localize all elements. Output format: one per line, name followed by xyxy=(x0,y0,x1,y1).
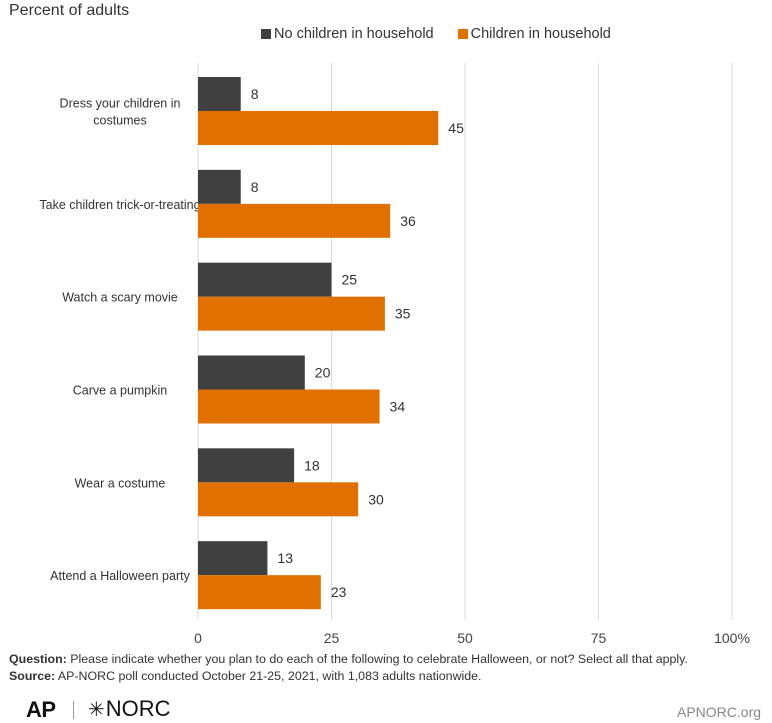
question-note: Question: Please indicate whether you pl… xyxy=(9,651,769,668)
legend-item-children: Children in household xyxy=(457,26,611,42)
x-tick-label: 50 xyxy=(457,630,473,646)
bar xyxy=(198,575,321,610)
legend-swatch-children xyxy=(457,29,468,39)
legend-label-children: Children in household xyxy=(470,26,611,42)
chart-footer: Question: Please indicate whether you pl… xyxy=(9,651,769,685)
bar xyxy=(198,482,359,517)
bar-chart: 0 25 50 75 100% Dress your children in costume… xyxy=(39,63,750,646)
category-label: costumes xyxy=(93,114,147,128)
bar xyxy=(198,169,241,204)
legend-item-no-children: No children in household xyxy=(261,26,434,42)
category-label: Wear a costume xyxy=(75,476,166,490)
legend-label-no-children: No children in household xyxy=(274,26,434,42)
category-label: Watch a scary movie xyxy=(62,291,178,305)
norc-logo-text: NORC xyxy=(105,696,171,721)
bar xyxy=(198,541,268,576)
x-tick-label: 0 xyxy=(194,630,202,646)
data-label: 45 xyxy=(448,120,464,136)
data-label: 8 xyxy=(251,179,259,195)
data-label: 30 xyxy=(368,491,384,507)
norc-logo: ✳ NORC xyxy=(88,696,171,722)
data-label: 13 xyxy=(277,550,293,566)
site-url: APNORC.org xyxy=(677,704,762,720)
norc-star-icon: ✳ xyxy=(88,698,105,721)
data-label: 35 xyxy=(395,306,411,322)
bar xyxy=(198,77,241,111)
legend-swatch-no-children xyxy=(261,29,271,39)
logo-divider xyxy=(73,701,74,719)
ap-logo: AP xyxy=(26,697,56,722)
category-label: Take children trick-or-treating xyxy=(39,198,200,212)
data-label: 36 xyxy=(400,213,416,229)
data-label: 18 xyxy=(304,457,320,473)
source-label: Source: xyxy=(9,669,56,683)
data-label: 34 xyxy=(390,399,406,415)
category-label: Carve a pumpkin xyxy=(73,384,168,398)
data-label: 8 xyxy=(251,86,259,102)
x-tick-label: 25 xyxy=(324,630,340,646)
data-label: 20 xyxy=(315,365,331,381)
chart-subtitle: Percent of adults xyxy=(9,2,130,19)
bar xyxy=(198,203,391,238)
bar xyxy=(198,355,305,390)
question-text: Please indicate whether you plan to do e… xyxy=(66,652,688,666)
data-label: 23 xyxy=(331,584,347,600)
bar xyxy=(198,296,385,331)
chart-legend: No children in household Children in hou… xyxy=(261,26,635,42)
source-note: Source: AP-NORC poll conducted October 2… xyxy=(9,668,769,685)
bar xyxy=(198,111,439,145)
bar xyxy=(198,389,380,424)
category-label: Attend a Halloween party xyxy=(50,569,190,583)
bar xyxy=(198,262,332,297)
x-tick-label: 100% xyxy=(714,630,750,646)
x-tick-label: 75 xyxy=(591,630,607,646)
bar xyxy=(198,448,295,483)
source-text: AP-NORC poll conducted October 21-25, 20… xyxy=(55,669,482,683)
data-label: 25 xyxy=(342,272,358,288)
question-label: Question: xyxy=(9,652,67,666)
category-label: Dress your children in xyxy=(60,97,181,111)
